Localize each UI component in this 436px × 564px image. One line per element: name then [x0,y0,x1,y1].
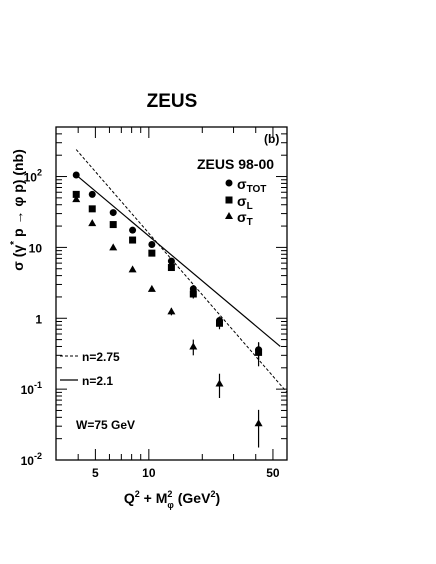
legend-marker-triangle [225,212,233,219]
data-point-t [167,307,176,315]
data-point-t [215,379,224,387]
fit-line-dashed [75,149,287,393]
legend-label-dashed: n=2.75 [82,350,120,364]
data-point-tot [72,171,80,179]
energy-annotation: W=75 GeV [76,418,135,432]
legend-label-t: σT [237,209,253,228]
y-tick-label: 1 [35,312,42,326]
legend-label-l: σL [237,193,253,212]
data-point-t [109,243,118,251]
y-tick-exponent: -2 [34,451,42,461]
data-points [72,171,263,448]
x-tick-labels: 5 10 50 [92,466,280,480]
x-tick-label: 50 [266,466,280,480]
data-point-t [254,419,263,427]
data-point-l [72,190,80,198]
y-tick-exponent: -1 [34,380,42,390]
data-point-l [88,205,96,213]
data-point-tot [88,190,96,198]
data-point-t [147,284,156,292]
data-point-tot [129,226,137,234]
data-point-l [255,348,263,356]
legend-label-tot: σTOT [237,176,266,195]
legend-entry-solid: n=2.1 [60,374,113,388]
x-tick-label: 5 [92,466,99,480]
x-axis-label: Q2 + M2 φ (GeV2) [124,489,220,510]
legend-marker-circle [225,179,233,187]
legend-marker-square [225,196,233,204]
data-point-l [129,236,137,244]
y-tick-label: 10 [29,241,43,255]
legend-title: ZEUS 98-00 [197,156,274,172]
y-axis-label: σ (γ* p → φ p) (nb) [9,149,26,270]
data-point-t [189,342,198,350]
fit-lines [75,149,287,393]
x-tick-label: 10 [142,466,156,480]
data-point-l [215,319,223,327]
data-point-l [109,221,117,229]
y-tick-label: 10-1 [21,380,42,397]
data-point-t [128,265,137,273]
data-point-t [72,195,81,203]
plot-frame [55,126,288,461]
legend-label-solid: n=2.1 [82,374,113,388]
axis-ticks [55,126,288,461]
legend-entry-dashed: n=2.75 [60,350,120,364]
data-point-tot [167,257,175,265]
fit-line-solid [75,174,281,347]
data-point-l [167,264,175,272]
data-point-tot [109,209,117,217]
panel-label: (b) [264,132,279,146]
y-tick-label: 102 [24,168,42,185]
data-point-tot [148,240,156,248]
data-point-l [148,249,156,257]
data-point-l [189,290,197,298]
legend-entry-l: σL [225,193,253,212]
legend-entry-t: σT [225,209,253,228]
chart-title: ZEUS [147,91,198,112]
data-point-t [88,219,97,227]
y-tick-exponent: 2 [37,168,42,178]
legend-entry-tot: σTOT [225,176,266,195]
y-tick-label: 10-2 [21,451,42,468]
